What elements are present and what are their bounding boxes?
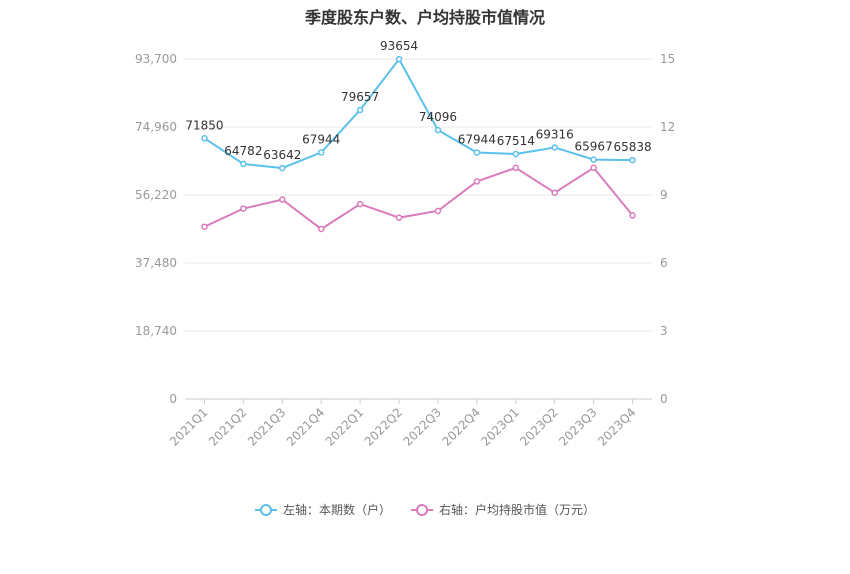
- x-tick-label: 2021Q3: [245, 405, 289, 449]
- y-left-tick-label: 56,220: [135, 188, 177, 202]
- data-point-left: [434, 126, 442, 134]
- x-tick-label: 2023Q1: [478, 405, 522, 449]
- data-label: 71850: [185, 118, 223, 132]
- data-point-right: [240, 205, 247, 212]
- x-tick-label: 2022Q1: [323, 405, 367, 449]
- data-point-left: [551, 144, 558, 151]
- data-label: 67944: [458, 132, 496, 146]
- y-left-tick-label: 18,740: [135, 324, 177, 338]
- x-tick-label: 2021Q1: [167, 405, 211, 449]
- y-left-tick-label: 93,700: [135, 52, 177, 66]
- data-point-right: [279, 196, 286, 203]
- y-right-tick-label: 0: [660, 392, 668, 406]
- data-label: 93654: [380, 39, 418, 53]
- data-point-left: [590, 156, 597, 163]
- data-point-right: [395, 214, 403, 221]
- legend-item-left-series[interactable]: 左轴：本期数（户）: [254, 501, 391, 518]
- legend-marker-right-icon: [411, 503, 433, 516]
- data-label: 67514: [497, 134, 535, 148]
- legend-item-right-series[interactable]: 右轴：户均持股市值（万元）: [411, 501, 595, 518]
- data-label: 67944: [302, 132, 340, 146]
- data-point-left: [240, 160, 247, 168]
- series-line-right: [204, 166, 634, 231]
- y-left-tick-label: 0: [169, 392, 177, 406]
- data-point-left: [201, 135, 208, 142]
- data-point-right: [590, 164, 597, 172]
- data-point-right: [551, 189, 558, 196]
- legend-label-left-series: 左轴：本期数（户）: [282, 503, 391, 517]
- series-line-left: [203, 57, 633, 170]
- data-label: 69316: [536, 127, 574, 141]
- data-point-right: [473, 178, 481, 185]
- legend-marker-left-icon: [254, 503, 277, 516]
- data-point-right: [512, 164, 520, 172]
- chart-title: 季度股东户数、户均持股市值情况: [304, 8, 545, 27]
- data-point-left: [356, 106, 364, 114]
- data-point-right: [629, 212, 636, 219]
- data-point-left: [279, 164, 286, 172]
- data-point-left: [629, 156, 636, 164]
- legend: 左轴：本期数（户） 右轴：户均持股市值（万元）: [0, 501, 850, 518]
- data-point-right: [356, 200, 364, 208]
- y-right-tick-label: 15: [660, 52, 675, 66]
- x-tick-label: 2022Q4: [439, 405, 483, 449]
- legend-label-right-series: 右轴：户均持股市值（万元）: [439, 503, 596, 517]
- x-tick-label: 2023Q4: [595, 405, 639, 449]
- y-right-tick-label: 12: [660, 120, 675, 134]
- data-point-left: [395, 55, 403, 63]
- y-left-tick-label: 74,960: [135, 120, 177, 134]
- x-tick-label: 2022Q3: [401, 405, 445, 449]
- y-right-tick-label: 6: [660, 256, 668, 270]
- x-tick-label: 2022Q2: [362, 405, 406, 449]
- x-tick-label: 2023Q3: [556, 405, 600, 449]
- y-right-tick-label: 9: [660, 188, 668, 202]
- data-label: 74096: [419, 110, 457, 124]
- x-tick-label: 2021Q4: [284, 405, 328, 449]
- data-point-left: [473, 149, 481, 156]
- data-label: 65838: [613, 140, 651, 154]
- data-point-right: [434, 207, 442, 215]
- grid-lines: [185, 58, 652, 400]
- data-label: 63642: [263, 148, 301, 162]
- data-point-right: [201, 223, 208, 230]
- data-label: 64782: [224, 144, 262, 158]
- series-layer: [201, 55, 636, 233]
- y-left-tick-label: 37,480: [135, 256, 177, 270]
- data-point-right: [317, 225, 325, 233]
- data-label: 65967: [575, 140, 613, 154]
- x-tick-label: 2023Q2: [517, 405, 561, 449]
- x-tick-label: 2021Q2: [206, 405, 250, 449]
- y-right-tick-label: 3: [660, 324, 668, 338]
- data-point-left: [317, 149, 325, 156]
- axes: 0 0 18,740 3 37,480 6 56,220 9 74,960 12 93,700 15 2…: [135, 52, 675, 449]
- data-point-left: [512, 150, 520, 158]
- data-label: 79657: [341, 90, 379, 104]
